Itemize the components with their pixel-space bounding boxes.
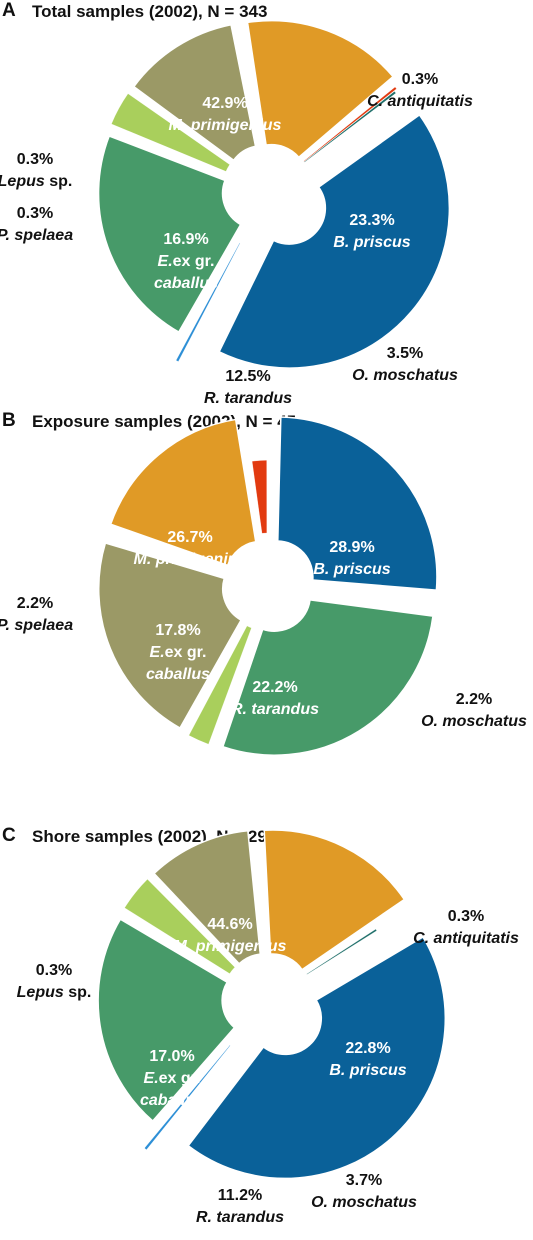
panel-b: B Exposure samples (2002), N = 45 26.7% M… [0, 410, 533, 805]
pie-slice-b-priscus [97, 135, 242, 334]
pie-slice-lepus-sp [304, 91, 397, 163]
slice-name-label: O. moschatus [352, 367, 458, 384]
pie-slice-p-spelaea [251, 460, 267, 534]
slice-label-m-primigenius: 44.6% M. primigenius [174, 916, 287, 955]
slice-name-label: R. tarandus [204, 390, 292, 407]
slice-name-label: O. moschatus [421, 713, 527, 730]
slice-name-label: caballus [140, 1092, 204, 1109]
pie-slice-r-tarandus [132, 23, 257, 162]
slice-label-e-ex-gr-caballus: 17.8% E.ex gr. caballus [146, 622, 210, 683]
slice-label-o-moschatus: 2.2% O. moschatus [421, 691, 527, 730]
slice-name-label: M. primigenius [174, 938, 287, 955]
slice-label-r-tarandus: 22.2% R. tarandus [231, 679, 319, 718]
slice-percent-label: 11.2% [218, 1187, 262, 1204]
panel-letter: A [2, 0, 16, 21]
slice-name-label: C. antiquitatis [413, 930, 519, 947]
slice-label-m-primigenius: 42.9% M. primigenius [169, 95, 282, 134]
slice-percent-label: 44.6% [207, 916, 252, 933]
pie-slice-o-moschatus [188, 625, 252, 745]
slice-name-label: R. tarandus [196, 1209, 284, 1226]
slice-label-lepus-sp: 0.3% Lepus sp. [17, 962, 92, 1001]
slice-label-b-priscus: 23.3% B. priscus [333, 212, 410, 251]
panel-letter: C [2, 825, 16, 846]
slice-label-c-antiquitatis: 0.3% C. antiquitatis [413, 908, 519, 947]
slice-label-e-ex-gr-caballus: 17.0% E.ex gr. caballus [140, 1048, 204, 1109]
panel-title: Total samples (2002), N = 343 [32, 2, 268, 21]
pie-slice-p-spelaea [303, 86, 397, 162]
slice-percent-label: 0.3% [402, 71, 438, 88]
slice-percent-label: 17.0% [149, 1048, 194, 1065]
panel-c: C Shore samples (2002), N = 294 44.6% M. … [0, 825, 533, 1240]
slice-label-lepus-sp: 0.3% Lepus sp. [0, 151, 72, 190]
pie-slice-b-priscus [221, 599, 434, 756]
pie-slice-c-antiquitatis [175, 242, 241, 362]
slice-name-label: E.ex gr. [150, 644, 207, 661]
slice-label-p-spelaea: 2.2% P. spelaea [0, 595, 73, 634]
slice-label-p-spelaea: 0.3% P. spelaea [0, 205, 73, 244]
slice-name-label: M. primigenius [134, 551, 247, 568]
slice-name-label: Lepus sp. [0, 173, 72, 190]
slice-name-label: caballus [146, 666, 210, 683]
slice-percent-label: 3.5% [387, 345, 423, 362]
slice-label-b-priscus: 22.8% B. priscus [329, 1040, 406, 1079]
pie-slice-b-priscus [97, 918, 236, 1123]
slice-name-label: B. priscus [329, 1062, 406, 1079]
slice-percent-label: 23.3% [349, 212, 394, 229]
pie-slice-o-moschatus [111, 93, 230, 172]
slice-name-label: Lepus sp. [17, 984, 92, 1001]
slice-percent-label: 0.3% [17, 205, 53, 222]
slice-name-label: E.ex gr. [158, 253, 215, 270]
slice-label-r-tarandus: 11.2% R. tarandus [196, 1187, 284, 1226]
pie-slice-r-tarandus [153, 829, 262, 965]
pie-slice-e-ex-gr-caballus [109, 418, 257, 567]
pie-slice-m-primigenius [218, 113, 451, 369]
slice-name-label: R. tarandus [231, 701, 319, 718]
slice-name-label: C. antiquitatis [367, 93, 473, 110]
pie-chart-shore: 44.6% M. primigenius 0.3% C. antiquitatis 22… [17, 829, 519, 1226]
slice-name-label: B. priscus [333, 234, 410, 251]
pie-slice-m-primigenius [187, 935, 447, 1180]
slice-name-label: E.ex gr. [144, 1070, 201, 1087]
slice-percent-label: 26.7% [167, 529, 212, 546]
slice-percent-label: 2.2% [17, 595, 53, 612]
pie-chart-exposure: 26.7% M. primigenius 28.9% B. priscus 2.2% O.… [0, 416, 527, 756]
pie-slice-c-antiquitatis [144, 1045, 231, 1150]
slice-label-c-antiquitatis: 0.3% C. antiquitatis [367, 71, 473, 110]
slice-percent-label: 0.3% [448, 908, 484, 925]
pie-slice-r-tarandus [98, 542, 243, 730]
slice-label-o-moschatus: 3.5% O. moschatus [352, 345, 458, 384]
panel-letter: B [2, 410, 16, 431]
slice-name-label: caballus [154, 275, 218, 292]
pie-slice-e-ex-gr-caballus [246, 19, 395, 159]
slice-label-o-moschatus: 3.7% O. moschatus [311, 1172, 417, 1211]
slice-label-b-priscus: 28.9% B. priscus [313, 539, 390, 578]
slice-label-m-primigenius: 26.7% M. primigenius [134, 529, 247, 568]
slice-percent-label: 17.8% [155, 622, 200, 639]
slice-name-label: P. spelaea [0, 227, 73, 244]
pie-slice-lepus-sp [306, 928, 377, 975]
slice-percent-label: 12.5% [225, 368, 270, 385]
slice-percent-label: 0.3% [36, 962, 72, 979]
slice-percent-label: 0.3% [17, 151, 53, 168]
slice-percent-label: 2.2% [456, 691, 492, 708]
slice-name-label: O. moschatus [311, 1194, 417, 1211]
slice-percent-label: 22.8% [345, 1040, 390, 1057]
slice-label-r-tarandus: 12.5% R. tarandus [204, 368, 292, 407]
panel-a: A Total samples (2002), N = 343 42.9% M. … [0, 0, 533, 410]
slice-percent-label: 42.9% [202, 95, 247, 112]
pie-chart-total: 42.9% M. primigenius 0.3% C. antiquitatis 23… [0, 19, 473, 407]
slice-percent-label: 22.2% [252, 679, 297, 696]
slice-name-label: M. primigenius [169, 117, 282, 134]
pie-slice-m-primigenius [277, 416, 438, 591]
pie-slice-e-ex-gr-caballus [263, 829, 406, 971]
slice-label-e-ex-gr-caballus: 16.9% E.ex gr. caballus [154, 231, 218, 292]
slice-percent-label: 16.9% [163, 231, 208, 248]
pie-slice-o-moschatus [124, 879, 236, 974]
slice-name-label: B. priscus [313, 561, 390, 578]
slice-percent-label: 28.9% [329, 539, 374, 556]
slice-name-label: P. spelaea [0, 617, 73, 634]
slice-percent-label: 3.7% [346, 1172, 382, 1189]
